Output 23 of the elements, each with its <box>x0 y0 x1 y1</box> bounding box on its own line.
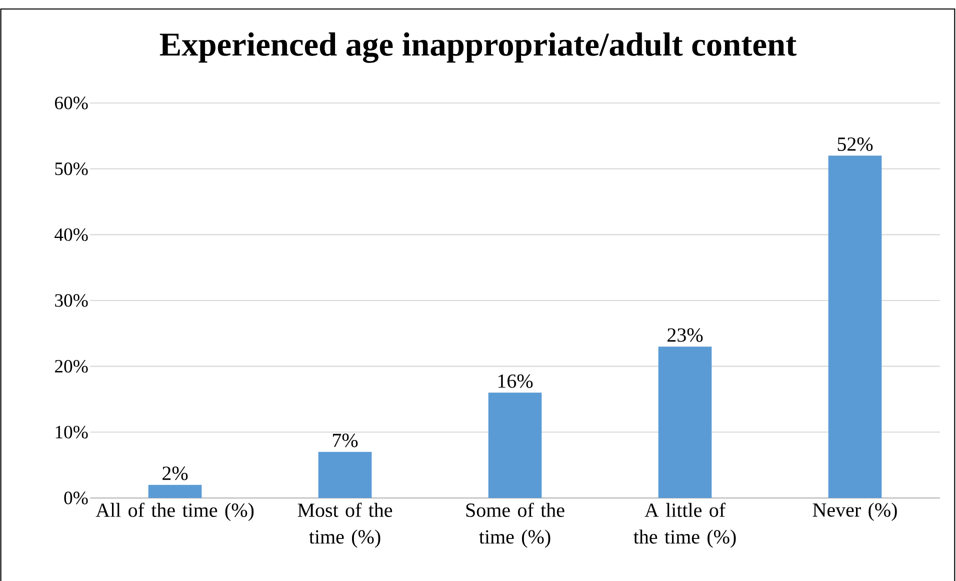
data-label: 2% <box>162 466 188 480</box>
y-tick-label: 30% <box>55 294 88 307</box>
bar <box>828 156 882 498</box>
bar <box>318 452 372 498</box>
bar <box>148 484 202 498</box>
x-tick-label: A little of the time (%) <box>634 502 736 548</box>
data-label: 23% <box>668 328 703 342</box>
bar <box>488 392 542 498</box>
y-tick-label: 20% <box>55 360 88 373</box>
y-tick-label: 0% <box>64 492 88 504</box>
y-tick-label: 40% <box>54 228 88 241</box>
data-label: 16% <box>498 374 533 388</box>
bar <box>658 346 712 498</box>
x-tick-label: All of the time (%) <box>96 502 254 522</box>
data-label: 7% <box>332 434 358 448</box>
x-tick-label: Some of the time (%) <box>466 502 564 548</box>
x-tick-label: Most of the time (%) <box>298 502 392 548</box>
y-tick-label: 50% <box>55 162 88 176</box>
y-tick-label: 60% <box>54 96 88 110</box>
data-label: 52% <box>838 137 873 151</box>
x-tick-label: Never (%) <box>812 502 897 521</box>
y-tick-label: 10% <box>56 426 88 438</box>
chart-title: Experienced age inappropriate/adult content <box>160 32 797 63</box>
